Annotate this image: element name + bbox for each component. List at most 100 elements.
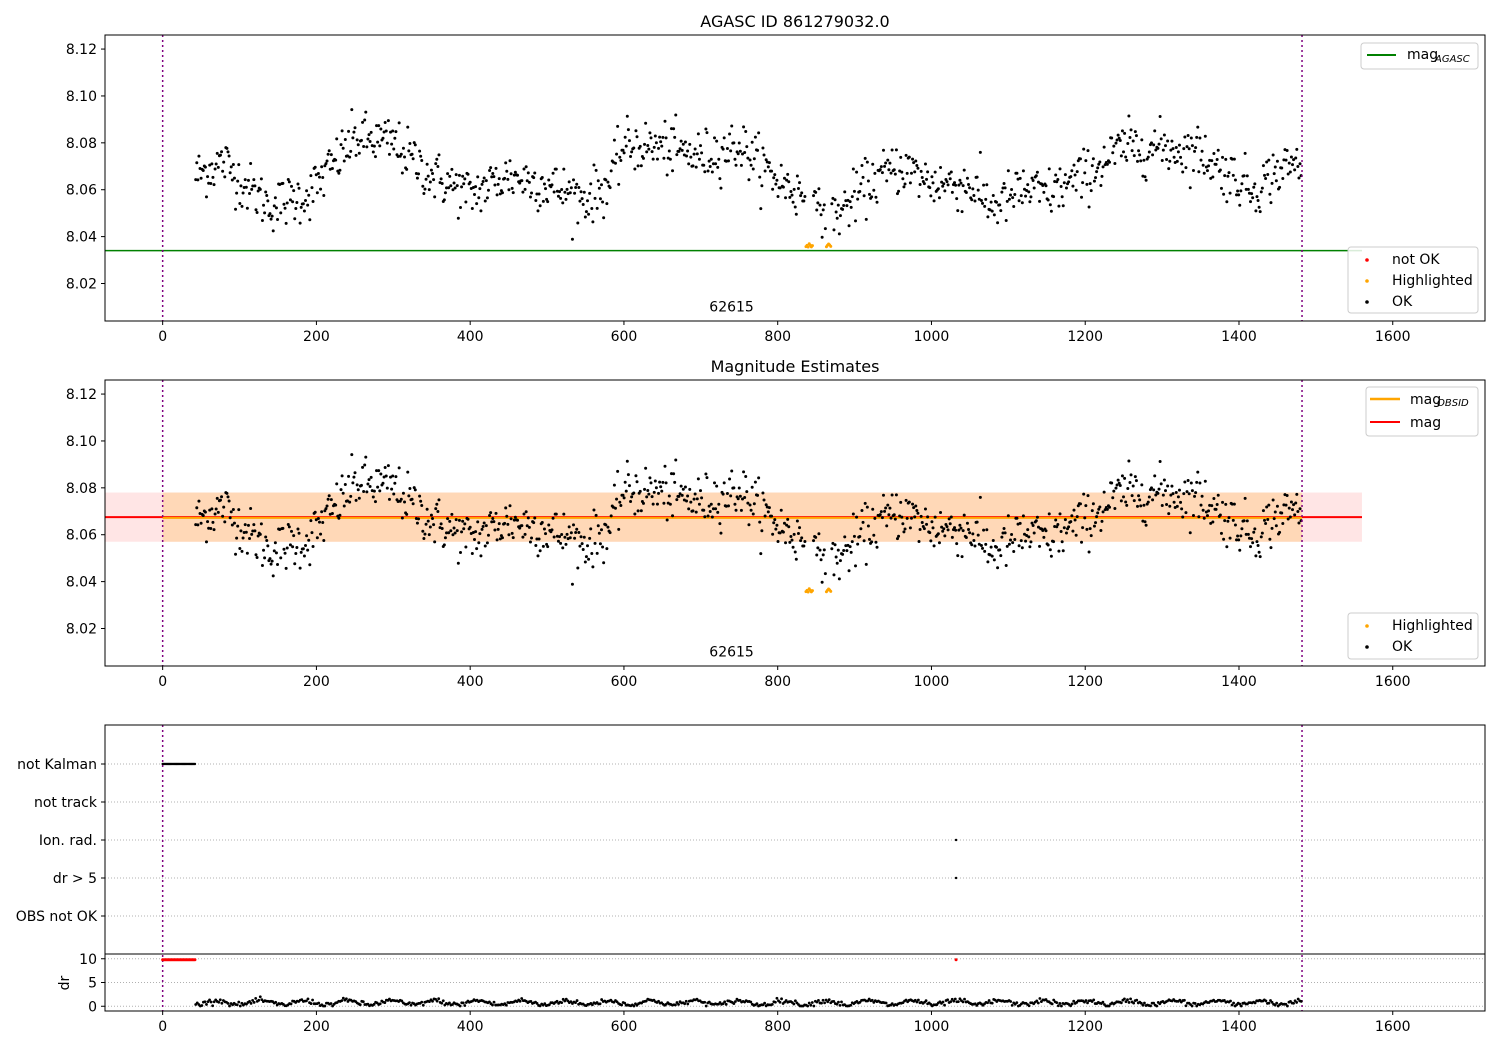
dr-point — [1009, 1000, 1013, 1003]
ok-point — [858, 190, 862, 194]
ok-point — [212, 528, 216, 532]
ok-point — [537, 537, 541, 541]
dr-point — [827, 998, 831, 1002]
ok-point — [236, 179, 240, 183]
ok-point — [311, 544, 315, 548]
ok-point — [1042, 190, 1046, 194]
ok-point — [338, 168, 342, 172]
ok-point — [866, 179, 870, 183]
ok-point — [709, 502, 713, 506]
x-tick-label: 0 — [158, 329, 167, 345]
ok-point — [535, 537, 539, 541]
ok-point — [466, 172, 470, 176]
ok-point — [647, 147, 651, 151]
ok-point — [647, 492, 651, 496]
ok-point — [619, 503, 623, 507]
ok-point — [653, 134, 657, 138]
ok-point — [457, 173, 461, 177]
ok-point — [1267, 503, 1271, 507]
ok-point — [707, 504, 711, 508]
dr-point — [563, 999, 567, 1003]
ok-point — [477, 541, 481, 545]
ok-point — [888, 161, 892, 165]
ok-point — [1019, 194, 1023, 198]
ok-point — [1003, 186, 1007, 190]
ok-point — [751, 512, 755, 516]
ok-point — [1010, 187, 1014, 191]
ok-point — [632, 146, 636, 150]
ok-point — [1064, 186, 1068, 190]
ok-point — [1112, 489, 1116, 493]
ok-point — [726, 504, 730, 508]
ok-point — [359, 138, 363, 142]
ok-point — [521, 190, 525, 194]
ok-point — [421, 529, 425, 533]
dr-point — [306, 997, 310, 1001]
ok-point — [1242, 519, 1246, 523]
ok-point — [1265, 505, 1269, 509]
ok-point — [1070, 514, 1074, 518]
dr-point — [383, 1001, 387, 1004]
ok-point — [995, 545, 999, 549]
ok-point — [1154, 493, 1158, 497]
ok-point — [818, 548, 822, 552]
ok-point — [406, 470, 410, 474]
ok-point — [581, 202, 585, 206]
ok-point — [788, 540, 792, 544]
ok-point — [1120, 129, 1124, 133]
ok-point — [733, 502, 737, 506]
ok-point — [1019, 539, 1023, 543]
ok-point — [1046, 198, 1050, 202]
ok-point — [587, 557, 591, 561]
ok-point — [565, 532, 569, 536]
ok-point — [1233, 523, 1237, 527]
dr-point — [684, 999, 688, 1003]
ok-point — [507, 533, 511, 537]
ok-point — [252, 178, 256, 182]
ok-point — [507, 188, 511, 192]
ok-point — [552, 535, 556, 539]
ok-point — [1086, 149, 1090, 153]
ok-point — [1070, 169, 1074, 173]
dr-point — [1086, 1001, 1089, 1005]
ok-point — [310, 186, 314, 190]
ok-point — [633, 512, 637, 516]
ok-point — [221, 514, 225, 518]
ok-point — [348, 500, 352, 504]
ok-point — [481, 525, 485, 529]
ok-point — [384, 129, 388, 133]
ok-point — [227, 154, 231, 158]
ok-point — [1113, 507, 1117, 511]
ok-point — [565, 187, 569, 191]
ok-point — [1030, 176, 1034, 180]
ok-point — [1231, 518, 1235, 522]
ok-point — [1127, 459, 1131, 463]
ok-point — [1157, 142, 1161, 146]
ok-point — [933, 515, 937, 519]
ok-point — [1086, 494, 1090, 498]
dr-point — [274, 1000, 278, 1004]
ok-point — [706, 514, 710, 518]
ok-point — [1243, 151, 1247, 155]
ok-point — [288, 543, 292, 547]
ok-point — [320, 510, 324, 514]
ok-point — [988, 208, 992, 212]
ok-point — [313, 165, 317, 169]
ok-point — [309, 174, 313, 178]
ok-point — [695, 497, 699, 501]
ok-point — [817, 187, 821, 191]
ok-point — [716, 165, 720, 169]
ok-point — [397, 121, 401, 125]
ok-point — [488, 514, 492, 518]
dr-point — [1190, 1004, 1194, 1008]
ok-point — [274, 206, 278, 210]
ok-point — [537, 192, 541, 196]
ok-point — [1146, 155, 1150, 159]
ok-point — [847, 569, 851, 573]
ok-point — [1183, 135, 1187, 139]
ok-point — [538, 204, 542, 208]
ok-point — [1125, 158, 1129, 162]
dr-point — [674, 1003, 677, 1007]
ok-point — [1285, 493, 1289, 497]
dr-point — [778, 1000, 782, 1004]
